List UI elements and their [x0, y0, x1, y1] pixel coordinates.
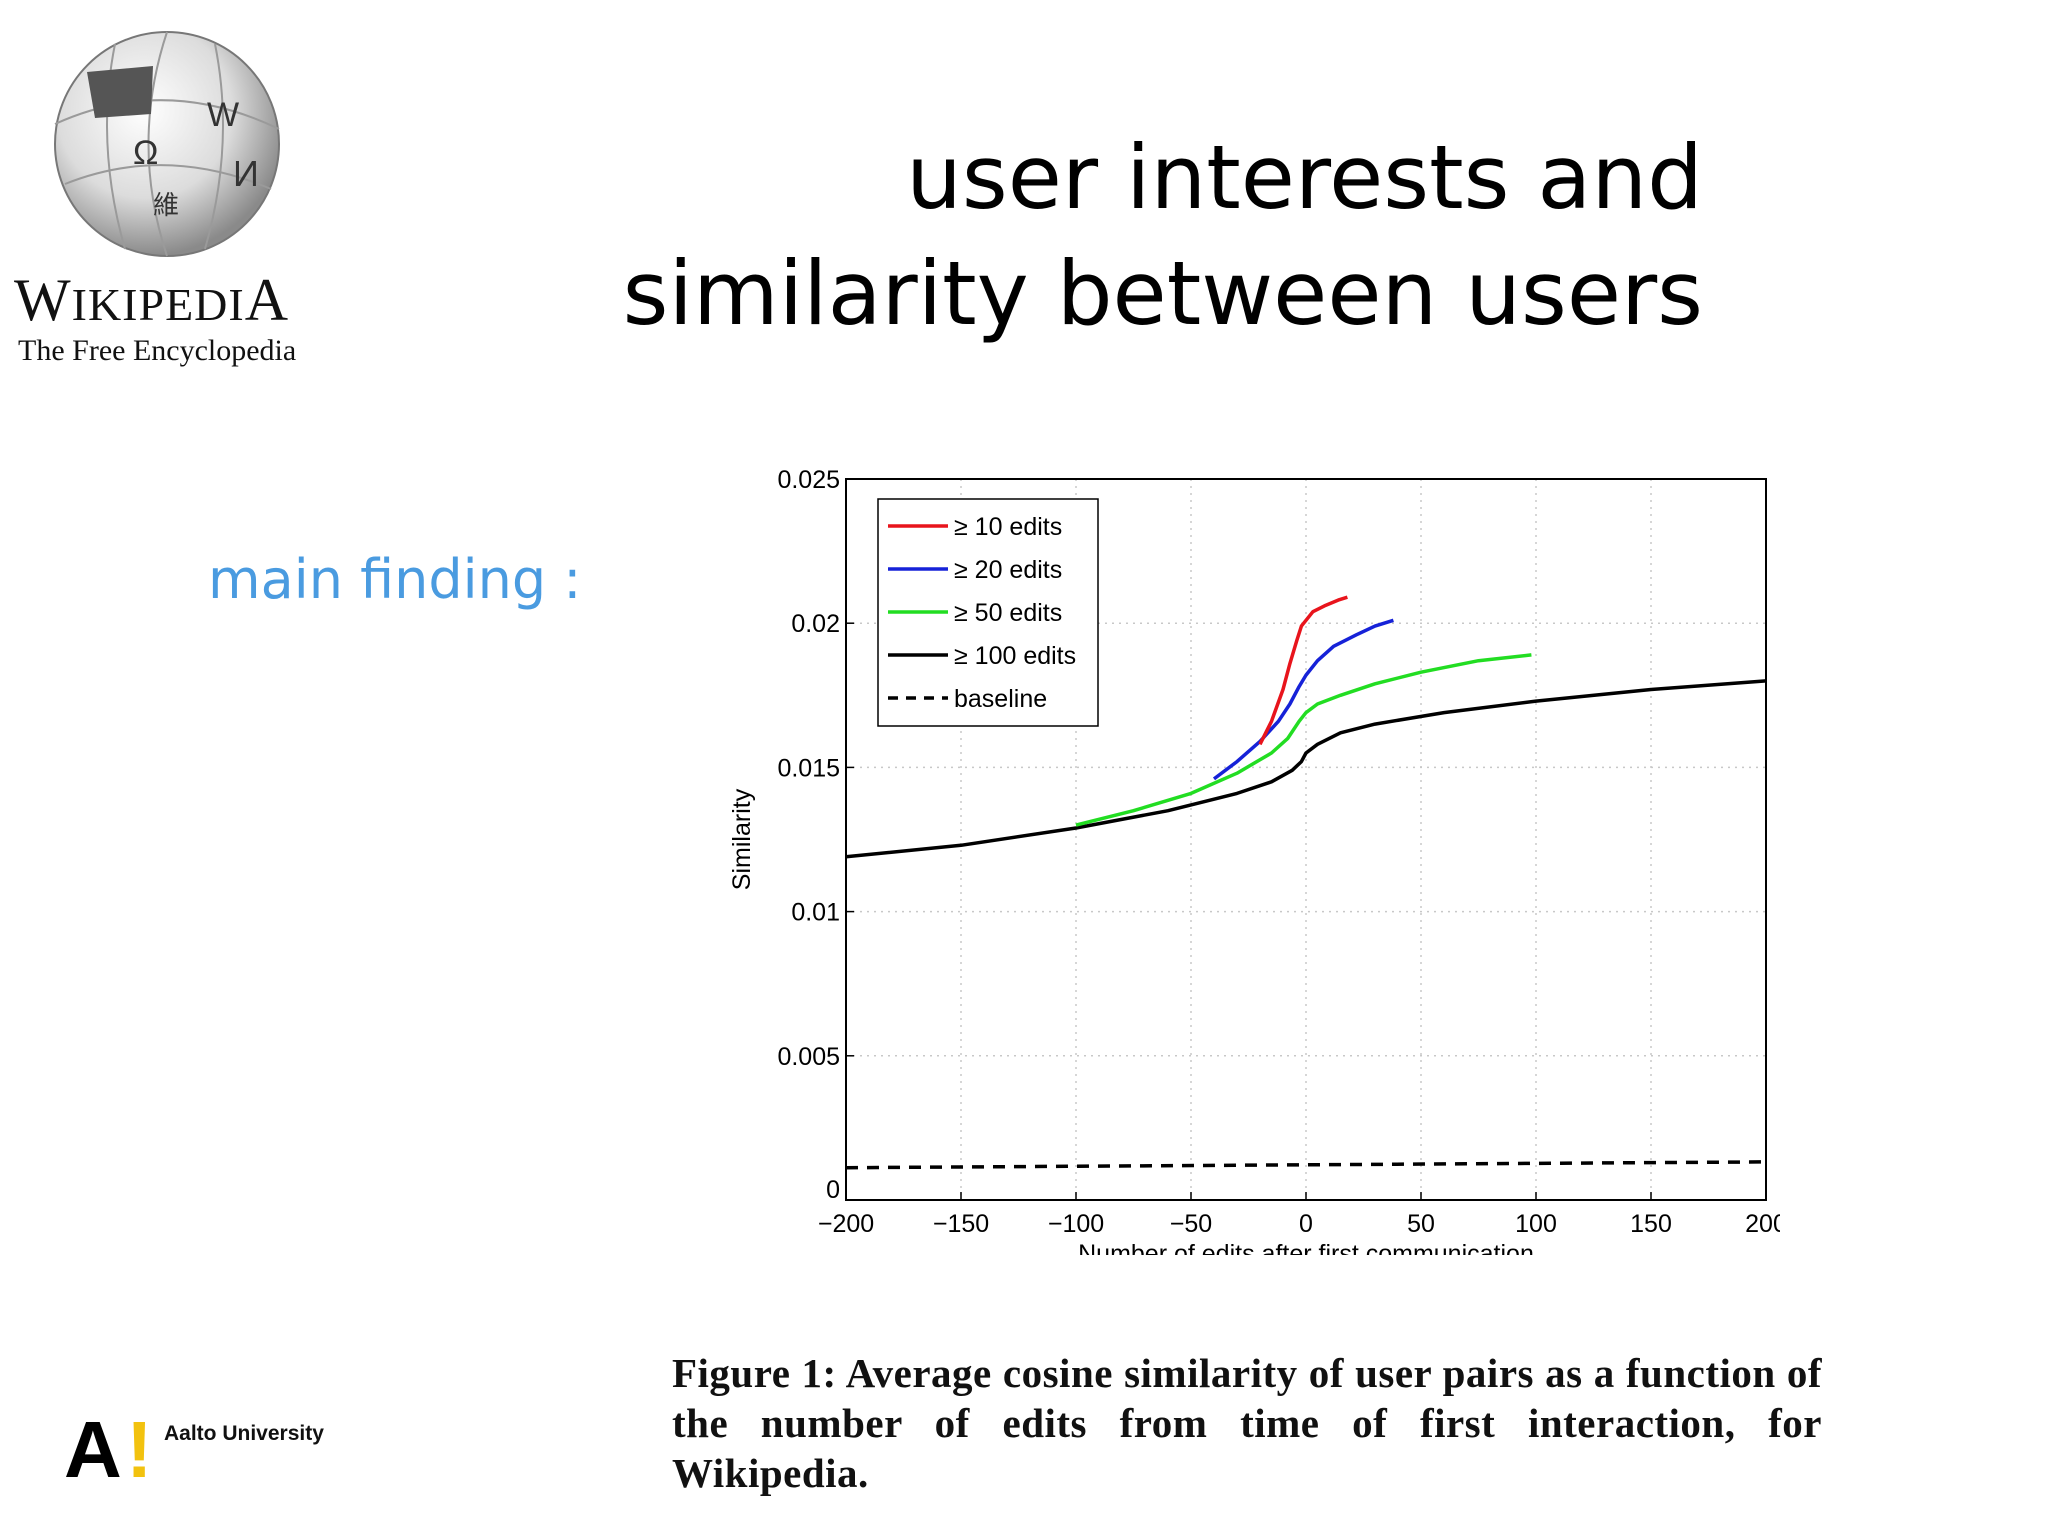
chart-ticks: −200 −150 −100 −50 0 50 100 150 200 0 0.005 0.01 0.0…: [777, 466, 1786, 1238]
wikipedia-tagline: The Free Encyclopedia: [18, 334, 297, 367]
x-tick-label: 0: [1299, 1210, 1313, 1238]
x-tick-label: −50: [1170, 1210, 1212, 1238]
y-tick-label: 0: [826, 1176, 840, 1204]
figure-caption: Figure 1: Average cosine similarity of u…: [672, 1350, 1822, 1496]
svg-text:W: W: [207, 96, 239, 134]
x-tick-label: 150: [1630, 1210, 1672, 1238]
legend-label: ≥ 20 edits: [954, 556, 1062, 584]
legend-label: ≥ 10 edits: [954, 513, 1062, 541]
series-line: [845, 1160, 1767, 1170]
y-axis-label: Similarity: [728, 788, 756, 890]
legend-label: baseline: [954, 685, 1047, 713]
wikipedia-logo: Ω W И 維 WIKIPEDIA The Free Encyclopedia: [10, 14, 330, 367]
x-tick-label: 50: [1407, 1210, 1435, 1238]
x-tick-label: −200: [818, 1210, 874, 1238]
main-finding-label: main finding :: [208, 548, 582, 611]
x-tick-label: 200: [1745, 1210, 1780, 1238]
title-line-1: user interests and: [906, 126, 1703, 229]
wikipedia-globe-icon: Ω W И 維: [54, 31, 280, 257]
similarity-chart: −200 −150 −100 −50 0 50 100 150 200 0 0.005 0.01 0.0…: [720, 455, 1787, 1268]
wikipedia-wordmark: WIKIPEDIA: [14, 267, 290, 333]
series-line: [1075, 653, 1532, 827]
x-tick-label: 100: [1515, 1210, 1557, 1238]
y-tick-label: 0.01: [791, 899, 840, 927]
svg-text:Ω: Ω: [133, 134, 158, 172]
aalto-a-mark: A: [64, 1405, 122, 1494]
y-tick-label: 0.015: [777, 754, 840, 782]
legend-label: ≥ 100 edits: [954, 642, 1076, 670]
series-line: [1212, 618, 1394, 781]
y-tick-label: 0.005: [777, 1043, 840, 1071]
title-line-2: similarity between users: [622, 242, 1703, 345]
aalto-exclamation-mark: !: [126, 1405, 153, 1494]
series-line: [1258, 595, 1348, 746]
x-tick-label: −100: [1048, 1210, 1104, 1238]
series-line: [845, 679, 1767, 859]
chart-svg: −200 −150 −100 −50 0 50 100 150 200 0 0.005 0.01 0.0…: [728, 466, 1787, 1268]
aalto-university-name: Aalto University: [164, 1422, 324, 1445]
chart-legend: ≥ 10 edits ≥ 20 edits ≥ 50 edits ≥ 100 edit…: [877, 498, 1099, 727]
x-axis-label: Number of edits after first communicatio…: [1078, 1240, 1534, 1255]
slide-title: user interests and similarity between us…: [623, 120, 1703, 352]
svg-text:維: 維: [153, 190, 179, 220]
legend-label: ≥ 50 edits: [954, 599, 1062, 627]
y-tick-label: 0.025: [777, 466, 840, 494]
x-tick-label: −150: [933, 1210, 989, 1238]
svg-text:И: И: [233, 153, 259, 194]
y-tick-label: 0.02: [791, 610, 840, 638]
chart-series: [845, 595, 1767, 1170]
